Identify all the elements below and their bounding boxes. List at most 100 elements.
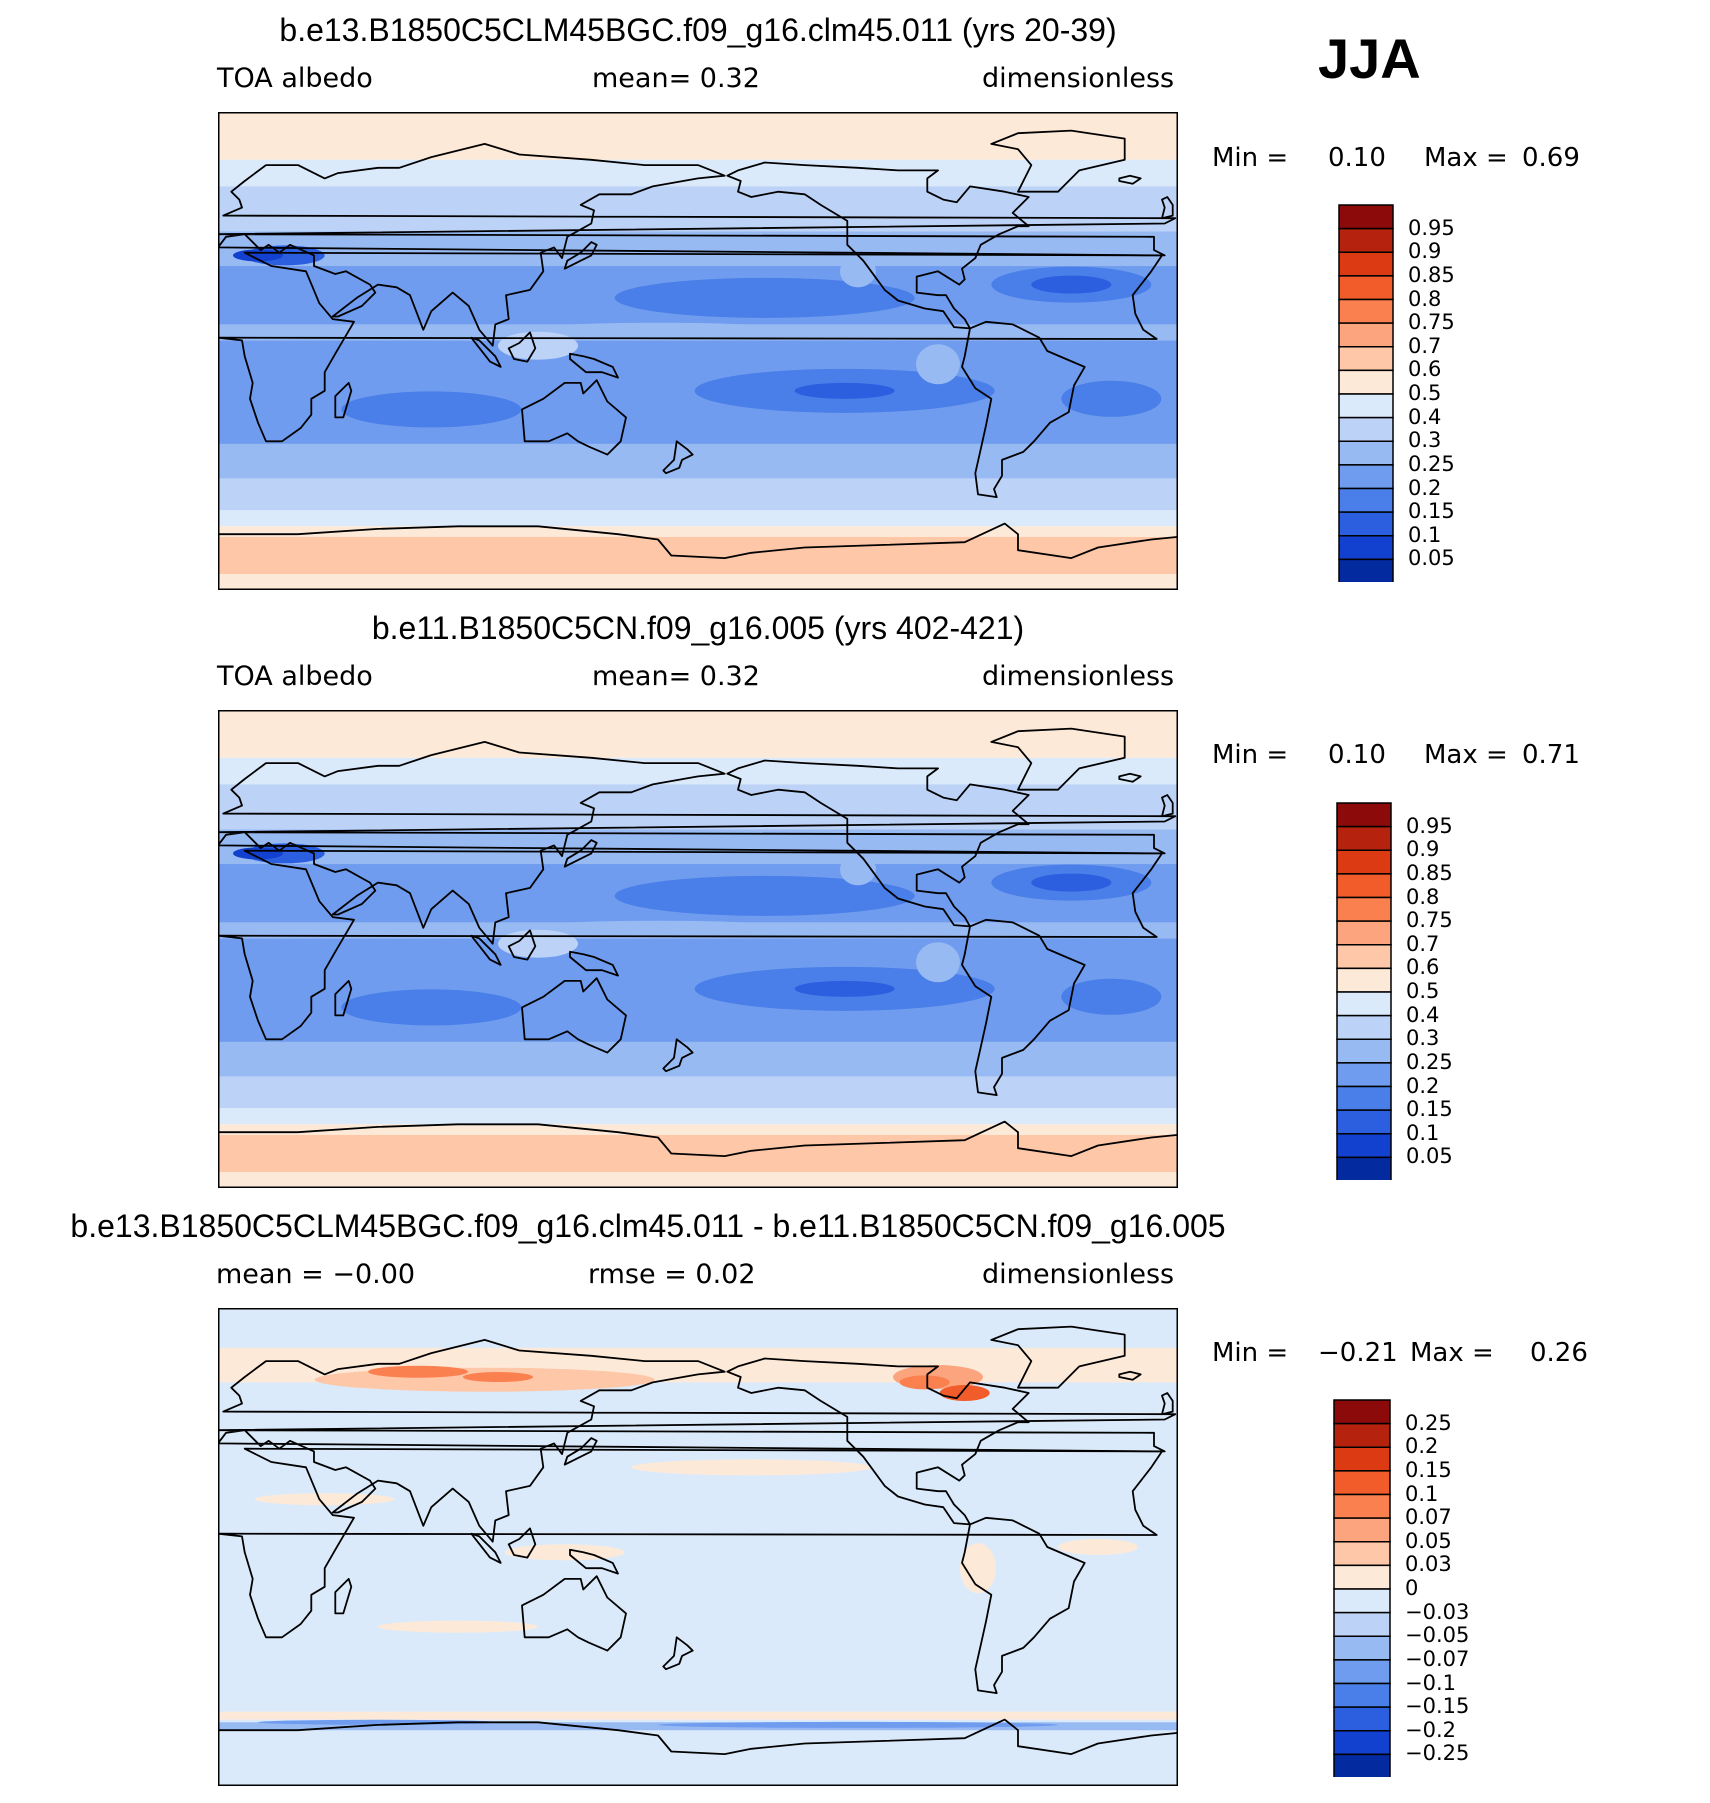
colorbar-tick-label: 0.75 bbox=[1408, 310, 1455, 335]
panel1-variable-label: TOA albedo bbox=[217, 63, 373, 94]
colorbar-tick-label: 0.15 bbox=[1408, 499, 1455, 524]
colorbar-box bbox=[1336, 1038, 1392, 1064]
panel2-mean-label: mean= 0.32 bbox=[592, 661, 760, 692]
colorbar-tick-label: 0.05 bbox=[1406, 1144, 1453, 1169]
colorbar-tick-label: 0.25 bbox=[1406, 1049, 1453, 1074]
colorbar-tick-label: 0.85 bbox=[1406, 860, 1453, 885]
colorbar-box bbox=[1336, 991, 1392, 1017]
colorbar-box bbox=[1336, 920, 1392, 946]
colorbar-box bbox=[1336, 849, 1392, 875]
colorbar-box bbox=[1336, 873, 1392, 899]
colorbar-box bbox=[1336, 802, 1392, 828]
panel2-max-value: 0.71 bbox=[1522, 740, 1580, 770]
panel2-map bbox=[218, 710, 1178, 1188]
colorbar-box bbox=[1336, 896, 1392, 922]
panel2-title: b.e11.B1850C5CN.f09_g16.005 (yrs 402-421… bbox=[371, 610, 1025, 646]
colorbar-box bbox=[1336, 1014, 1392, 1040]
colorbar-tick-label: 0.9 bbox=[1406, 837, 1440, 862]
colorbar-tick-label: 0.15 bbox=[1406, 1097, 1453, 1122]
panel2-units-label: dimensionless bbox=[982, 661, 1175, 692]
colorbar-tick-label: 0.2 bbox=[1405, 1434, 1439, 1459]
colorbar-tick-label: 0.1 bbox=[1408, 522, 1442, 547]
colorbar-box bbox=[1333, 1706, 1391, 1732]
colorbar-tick-label: 0.1 bbox=[1406, 1120, 1440, 1145]
colorbar-box bbox=[1338, 251, 1394, 277]
colorbar-box bbox=[1333, 1564, 1391, 1590]
colorbar-tick-label: 0.9 bbox=[1408, 239, 1442, 264]
panel1-min-label: Min = bbox=[1212, 143, 1289, 173]
colorbar-tick-label: 0.8 bbox=[1408, 286, 1442, 311]
panel3-difference-map bbox=[218, 1308, 1178, 1786]
panel1-colorbar bbox=[1338, 204, 1394, 582]
colorbar-tick-label: 0.4 bbox=[1408, 404, 1442, 429]
panel1-map bbox=[218, 112, 1178, 590]
colorbar-tick-label: 0.75 bbox=[1406, 908, 1453, 933]
colorbar-tick-label: −0.07 bbox=[1405, 1646, 1470, 1671]
colorbar-box bbox=[1338, 464, 1394, 490]
colorbar-box bbox=[1333, 1753, 1391, 1777]
panel3-min-value: −0.21 bbox=[1318, 1338, 1398, 1368]
colorbar-box bbox=[1333, 1635, 1391, 1661]
colorbar-box bbox=[1333, 1422, 1391, 1448]
colorbar-box bbox=[1338, 558, 1394, 582]
panel3-rmse-label: rmse = 0.02 bbox=[588, 1259, 756, 1290]
colorbar-box bbox=[1338, 346, 1394, 372]
colorbar-box bbox=[1336, 967, 1392, 993]
panel1-units-label: dimensionless bbox=[982, 63, 1175, 94]
colorbar-box bbox=[1338, 487, 1394, 513]
colorbar-tick-label: 0.5 bbox=[1406, 979, 1440, 1003]
colorbar-box bbox=[1333, 1730, 1391, 1756]
panel2-colorbar bbox=[1336, 802, 1392, 1180]
colorbar-box bbox=[1336, 1085, 1392, 1111]
colorbar-tick-label: 0.95 bbox=[1406, 813, 1453, 838]
colorbar-tick-label: 0.2 bbox=[1408, 475, 1442, 500]
panel2-max-label: Max = bbox=[1424, 740, 1508, 770]
colorbar-tick-label: 0.05 bbox=[1408, 546, 1455, 571]
colorbar-tick-label: 0.95 bbox=[1408, 215, 1455, 240]
colorbar-box bbox=[1333, 1470, 1391, 1496]
panel2-min-label: Min = bbox=[1212, 740, 1289, 770]
colorbar-tick-label: 0.03 bbox=[1405, 1552, 1452, 1577]
colorbar-tick-label: 0.7 bbox=[1408, 333, 1442, 358]
colorbar-tick-label: 0.85 bbox=[1408, 262, 1455, 287]
colorbar-box bbox=[1333, 1659, 1391, 1685]
colorbar-box bbox=[1333, 1611, 1391, 1637]
colorbar-box bbox=[1333, 1541, 1391, 1567]
season-label: JJA bbox=[1318, 27, 1421, 90]
colorbar-tick-label: 0.4 bbox=[1406, 1002, 1440, 1027]
colorbar-tick-label: 0.6 bbox=[1406, 955, 1440, 980]
panel3-title: b.e13.B1850C5CLM45BGC.f09_g16.clm45.011 … bbox=[70, 1208, 1226, 1244]
colorbar-tick-label: −0.25 bbox=[1405, 1741, 1470, 1766]
colorbar-tick-label: 0 bbox=[1405, 1576, 1419, 1600]
panel1-min-value: 0.10 bbox=[1328, 143, 1386, 173]
colorbar-box bbox=[1333, 1399, 1391, 1425]
colorbar-tick-label: −0.2 bbox=[1405, 1717, 1456, 1742]
colorbar-box bbox=[1338, 227, 1394, 253]
panel1-title: b.e13.B1850C5CLM45BGC.f09_g16.clm45.011 … bbox=[279, 12, 1117, 48]
colorbar-tick-label: 0.25 bbox=[1405, 1410, 1452, 1435]
colorbar-box bbox=[1338, 369, 1394, 395]
colorbar-box bbox=[1338, 440, 1394, 466]
colorbar-box bbox=[1336, 1062, 1392, 1088]
colorbar-tick-label: 0.25 bbox=[1408, 451, 1455, 476]
colorbar-tick-label: 0.7 bbox=[1406, 931, 1440, 956]
panel3-units-label: dimensionless bbox=[982, 1259, 1175, 1290]
colorbar-box bbox=[1333, 1493, 1391, 1519]
panel1-max-label: Max = bbox=[1424, 143, 1508, 173]
panel1-mean-label: mean= 0.32 bbox=[592, 63, 760, 94]
colorbar-box bbox=[1336, 944, 1392, 970]
panel3-max-value: 0.26 bbox=[1530, 1338, 1588, 1368]
colorbar-box bbox=[1336, 1156, 1392, 1180]
colorbar-tick-label: 0.2 bbox=[1406, 1073, 1440, 1098]
colorbar-tick-label: 0.05 bbox=[1405, 1528, 1452, 1553]
colorbar-tick-label: 0.07 bbox=[1405, 1505, 1452, 1530]
colorbar-box bbox=[1338, 322, 1394, 348]
colorbar-tick-label: 0.15 bbox=[1405, 1457, 1452, 1482]
colorbar-tick-label: −0.05 bbox=[1405, 1623, 1470, 1648]
colorbar-box bbox=[1338, 204, 1394, 230]
colorbar-tick-label: −0.1 bbox=[1405, 1670, 1456, 1695]
colorbar-tick-label: 0.5 bbox=[1408, 381, 1442, 405]
colorbar-tick-label: 0.3 bbox=[1406, 1026, 1440, 1051]
colorbar-box bbox=[1333, 1682, 1391, 1708]
colorbar-box bbox=[1336, 1133, 1392, 1159]
